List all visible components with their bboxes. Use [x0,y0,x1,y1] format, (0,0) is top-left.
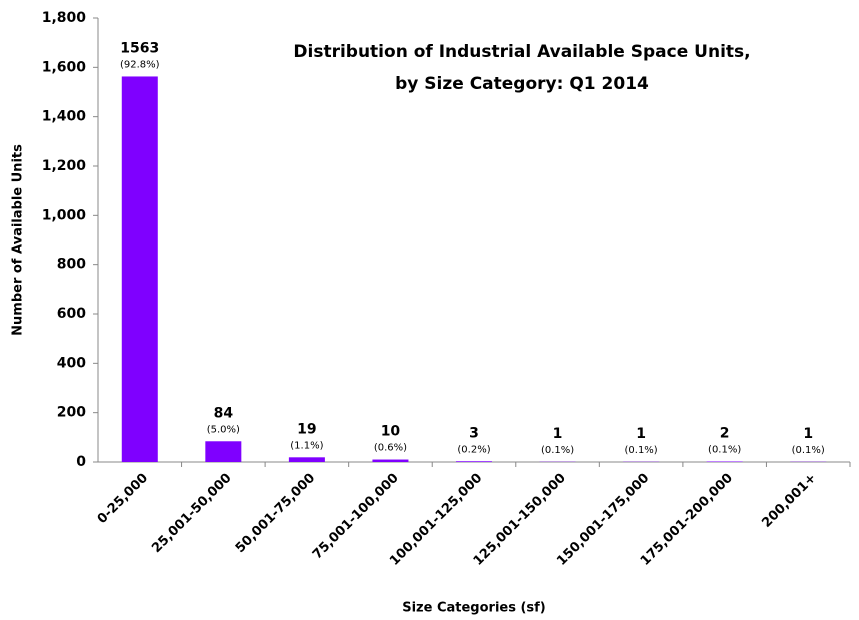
percent-label: (92.8%) [120,59,160,70]
y-tick-label: 1,600 [42,59,87,75]
percent-label: (0.1%) [541,445,574,456]
data-label: 1 [636,426,646,442]
data-label: 1 [803,426,813,442]
data-label: 1563 [120,40,159,56]
data-label: 10 [381,424,401,440]
x-tick-label: 75,001-100,000 [310,471,402,563]
y-tick-label: 800 [57,257,86,273]
x-tick-label: 50,001-75,000 [233,471,318,556]
y-tick-label: 1,400 [42,109,87,125]
y-tick-label: 200 [57,405,86,421]
bar [205,441,242,462]
data-label: 19 [297,421,316,437]
data-label: 1 [553,426,563,442]
chart-title: by Size Category: Q1 2014 [395,74,649,94]
bar [372,459,409,462]
chart-title: Distribution of Industrial Available Spa… [293,42,750,62]
y-tick-label: 600 [57,306,86,322]
y-tick-label: 400 [57,355,86,371]
bar [288,457,325,462]
x-tick-label: 125,001-150,000 [471,471,569,569]
percent-label: (0.1%) [625,445,658,456]
x-tick-label: 175,001-200,000 [638,471,736,569]
x-tick-label: 100,001-125,000 [387,471,485,569]
x-tick-label: 150,001-175,000 [554,471,652,569]
bar [456,461,492,462]
y-axis-title: Number of Available Units [11,144,26,336]
x-tick-label: 25,001-50,000 [149,471,234,556]
data-label: 2 [720,426,730,442]
percent-label: (0.1%) [708,445,741,456]
percent-label: (5.0%) [207,424,240,435]
data-label: 84 [214,405,234,421]
x-tick-label: 200,001+ [759,471,819,531]
percent-label: (0.2%) [457,444,490,455]
y-tick-label: 0 [76,454,86,470]
percent-label: (0.6%) [374,443,407,454]
bar [121,76,158,463]
data-label: 3 [469,425,479,441]
y-tick-label: 1,200 [42,158,87,174]
percent-label: (1.1%) [290,440,323,451]
y-tick-label: 1,800 [42,10,87,26]
y-tick-label: 1,000 [42,207,87,223]
percent-label: (0.1%) [792,445,825,456]
x-axis-title: Size Categories (sf) [402,601,546,616]
x-tick-label: 0-25,000 [95,471,151,527]
